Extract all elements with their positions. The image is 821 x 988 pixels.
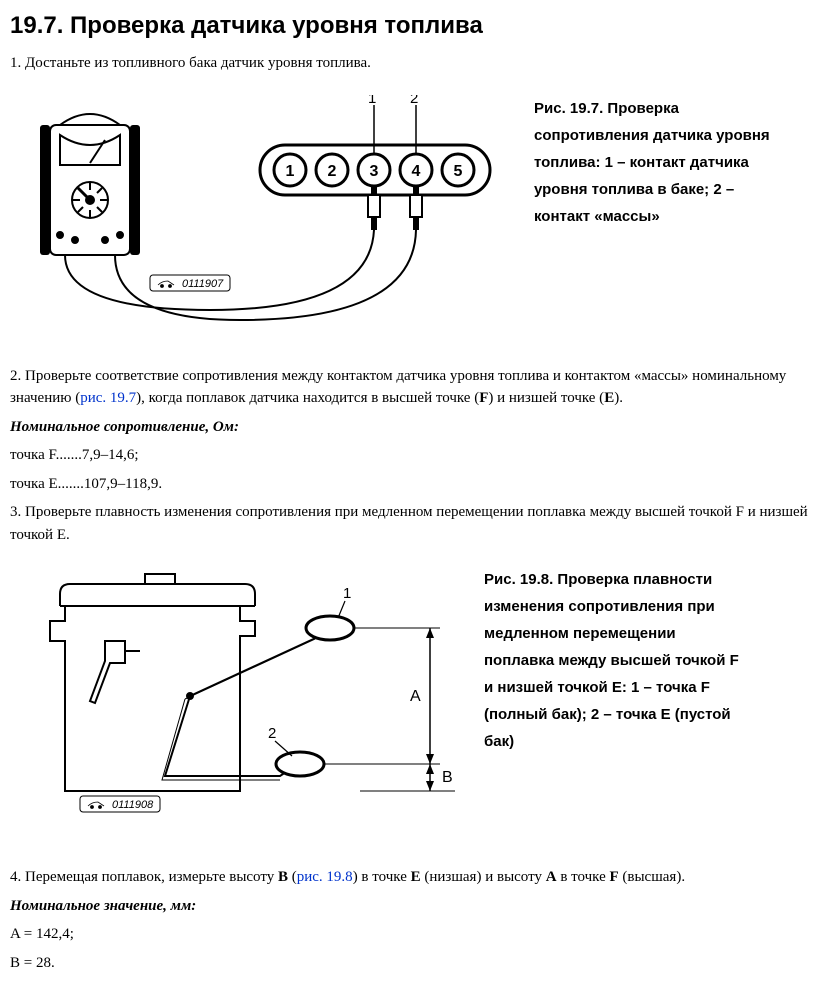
nominal-resistance-e: точка E.......107,9–118,9. — [10, 473, 811, 496]
pin-3: 3 — [370, 163, 379, 180]
figure-19-8-caption: Рис. 19.8. Проверка плавности изменения … — [480, 566, 744, 755]
pin-1: 1 — [286, 163, 295, 180]
step-1: 1. Достаньте из топливного бака датчик у… — [10, 52, 811, 75]
callout-1: 1 — [368, 95, 376, 107]
pin-4: 4 — [412, 163, 421, 180]
pin-2: 2 — [328, 163, 337, 180]
nominal-resistance-f: точка F.......7,9–14,6; — [10, 444, 811, 467]
nominal-resistance-label: Номинальное сопротивление, Ом: — [10, 416, 811, 439]
link-fig-19-8[interactable]: рис. 19.8 — [297, 869, 353, 885]
step-3: 3. Проверьте плавность изменения сопроти… — [10, 501, 811, 546]
dim-a: A — [410, 688, 421, 705]
step-2: 2. Проверьте соответствие сопротивления … — [10, 365, 811, 410]
page-title: 19.7. Проверка датчика уровня топлива — [10, 8, 811, 44]
nominal-value-label: Номинальное значение, мм: — [10, 895, 811, 918]
figure-19-8: 1 2 A B 0111908 Рис. 19.8. Проверка плав… — [10, 566, 811, 826]
step-4: 4. Перемещая поплавок, измерьте высоту B… — [10, 866, 811, 889]
fig198-id: 0111908 — [112, 799, 154, 811]
nominal-value-b: B = 28. — [10, 952, 811, 975]
link-fig-19-7[interactable]: рис. 19.7 — [80, 390, 136, 406]
figure-19-7: 1 2 3 4 5 1 2 0111907 Рис. 19.7. Проверк… — [10, 95, 811, 325]
pin-5: 5 — [454, 163, 463, 180]
callout-1b: 1 — [343, 585, 351, 602]
figure-19-7-svg: 1 2 3 4 5 1 2 0111907 — [10, 95, 530, 325]
nominal-value-a: A = 142,4; — [10, 923, 811, 946]
callout-2: 2 — [410, 95, 418, 107]
figure-19-7-caption: Рис. 19.7. Проверка сопротивления датчик… — [530, 95, 794, 230]
fig197-id: 0111907 — [182, 278, 224, 290]
callout-2b: 2 — [268, 725, 276, 742]
figure-19-8-svg: 1 2 A B 0111908 — [10, 566, 480, 826]
dim-b: B — [442, 769, 453, 786]
